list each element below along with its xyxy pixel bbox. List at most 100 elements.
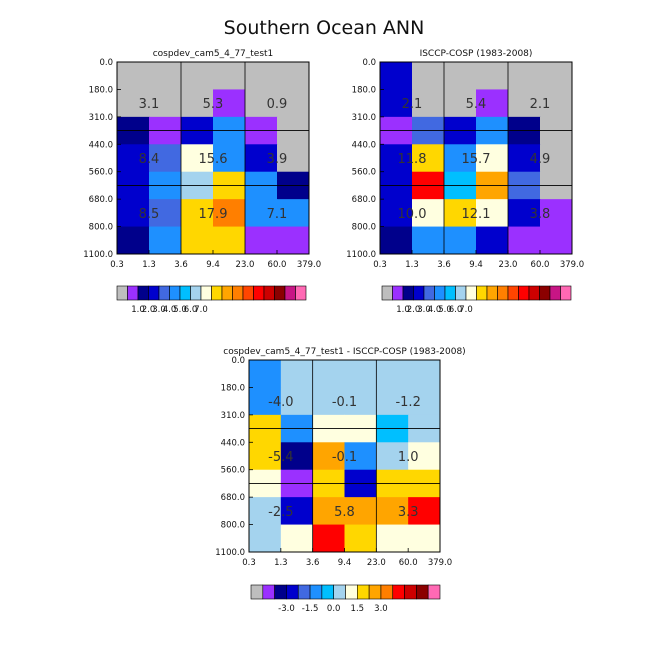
y-tick-label: 1100.0 — [346, 250, 376, 260]
colorbar-swatch — [274, 285, 286, 301]
heatmap-cell — [408, 360, 441, 388]
y-tick-label: 560.0 — [352, 168, 376, 178]
y-tick-label: 310.0 — [221, 411, 245, 421]
x-tick-label: 23.0 — [367, 558, 386, 568]
heatmap-cell — [540, 62, 573, 90]
colorbar-swatch — [465, 285, 477, 301]
heatmap-cell — [249, 387, 282, 416]
heatmap-cell — [540, 199, 573, 228]
colorbar-label: 2.0 — [142, 305, 156, 315]
colorbar-swatch — [402, 285, 414, 301]
heatmap-panel-3: cospdev_cam5_4_77_test1 - ISCCP-COSP (19… — [215, 347, 465, 614]
x-tick-label: 379.0 — [297, 260, 321, 270]
colorbar-swatch — [444, 285, 456, 301]
heatmap-cell — [508, 226, 541, 255]
colorbar-label: 1.5 — [351, 604, 365, 614]
colorbar-label: 1.0 — [396, 305, 410, 315]
colorbar-swatch — [232, 285, 244, 301]
heatmap-cell — [213, 199, 246, 228]
colorbar-swatch — [297, 584, 311, 600]
x-tick-label: 9.4 — [206, 260, 220, 270]
y-tick-label: 180.0 — [89, 85, 113, 95]
heatmap-cell — [380, 89, 413, 118]
block-value-label: 12.1 — [462, 207, 491, 222]
heatmap-cell — [380, 144, 413, 173]
colorbar-swatch — [486, 285, 498, 301]
heatmap-cell — [213, 226, 246, 255]
y-tick-label: 680.0 — [221, 493, 245, 503]
heatmap-cell — [508, 62, 541, 90]
colorbar-label: -1.5 — [302, 604, 319, 614]
colorbar-swatch — [242, 285, 254, 301]
heatmap-cell — [245, 144, 278, 173]
block-value-label: 2.1 — [402, 97, 423, 112]
y-tick-label: 800.0 — [221, 521, 245, 531]
x-tick-label: 3.6 — [306, 558, 320, 568]
figure-title: Southern Ocean ANN — [224, 17, 425, 39]
colorbar-swatch — [148, 285, 160, 301]
y-tick-label: 680.0 — [352, 195, 376, 205]
heatmap-cell — [376, 442, 409, 471]
colorbar-swatch — [116, 285, 128, 301]
block-value-label: -0.1 — [332, 395, 357, 410]
colorbar-swatch — [497, 285, 509, 301]
heatmap-cell — [540, 144, 573, 173]
colorbar: -3.0 -1.5 0.0 1.5 3.0 — [250, 584, 441, 614]
x-tick-label: 3.6 — [437, 260, 451, 270]
heatmap-cell — [312, 387, 345, 416]
heatmap-cell — [380, 62, 413, 90]
heatmap-cell — [476, 62, 509, 90]
heatmap-cell — [312, 524, 345, 553]
block-value-label: 15.6 — [199, 152, 228, 167]
block-value-label: 3.3 — [398, 505, 419, 520]
heatmap-panel-1: cospdev_cam5_4_77_test1 3.1 5.3 0.9 8.4 15.6 3… — [83, 49, 321, 315]
heatmap-cell — [344, 360, 377, 388]
colorbar-swatch — [295, 285, 307, 301]
colorbar-swatch — [528, 285, 540, 301]
block-value-label: -5.4 — [268, 450, 293, 465]
heatmap-cell — [408, 497, 441, 526]
heatmap-cell — [117, 199, 150, 228]
x-tick-label: 60.0 — [531, 260, 550, 270]
colorbar-swatch — [476, 285, 488, 301]
heatmap-cell — [249, 360, 282, 388]
heatmap-cell — [344, 497, 377, 526]
heatmap-cell — [249, 524, 282, 553]
block-value-label: 5.8 — [334, 505, 355, 520]
colorbar-swatch — [190, 285, 202, 301]
y-tick-label: 800.0 — [89, 223, 113, 233]
block-value-label: 8.4 — [139, 152, 160, 167]
x-tick-label: 60.0 — [399, 558, 418, 568]
heatmap-cell — [476, 226, 509, 255]
colorbar-swatch — [169, 285, 181, 301]
x-tick-label: 3.6 — [174, 260, 188, 270]
heatmap-cell — [376, 524, 409, 553]
colorbar-label: 5.0 — [173, 305, 187, 315]
y-tick-label: 680.0 — [89, 195, 113, 205]
heatmap-cell — [444, 226, 477, 255]
x-tick-label: 0.3 — [110, 260, 124, 270]
heatmap-cell — [376, 387, 409, 416]
heatmap-cell — [181, 199, 214, 228]
colorbar-label: 3.0 — [152, 305, 166, 315]
heatmap-cell — [277, 199, 310, 228]
heatmap-cell — [149, 199, 182, 228]
colorbar-swatch — [381, 285, 393, 301]
heatmap-cell — [408, 524, 441, 553]
block-value-label: -0.1 — [332, 450, 357, 465]
heatmap-cell — [213, 89, 246, 118]
colorbar: 1.02.03.04.05.06.07.0 — [116, 285, 307, 315]
colorbar: 1.02.03.04.05.06.07.0 — [381, 285, 572, 315]
colorbar-swatch — [333, 584, 346, 600]
y-tick-label: 0.0 — [99, 58, 113, 68]
colorbar-swatch — [518, 285, 530, 301]
block-value-label: 0.9 — [267, 97, 288, 112]
heatmap-cell — [249, 497, 282, 526]
block-value-label: -1.2 — [395, 395, 420, 410]
block-value-label: 17.9 — [199, 207, 228, 222]
heatmap-cell — [412, 226, 445, 255]
colorbar-label: 5.0 — [438, 305, 452, 315]
colorbar-swatch — [368, 584, 382, 600]
y-tick-label: 180.0 — [352, 85, 376, 95]
